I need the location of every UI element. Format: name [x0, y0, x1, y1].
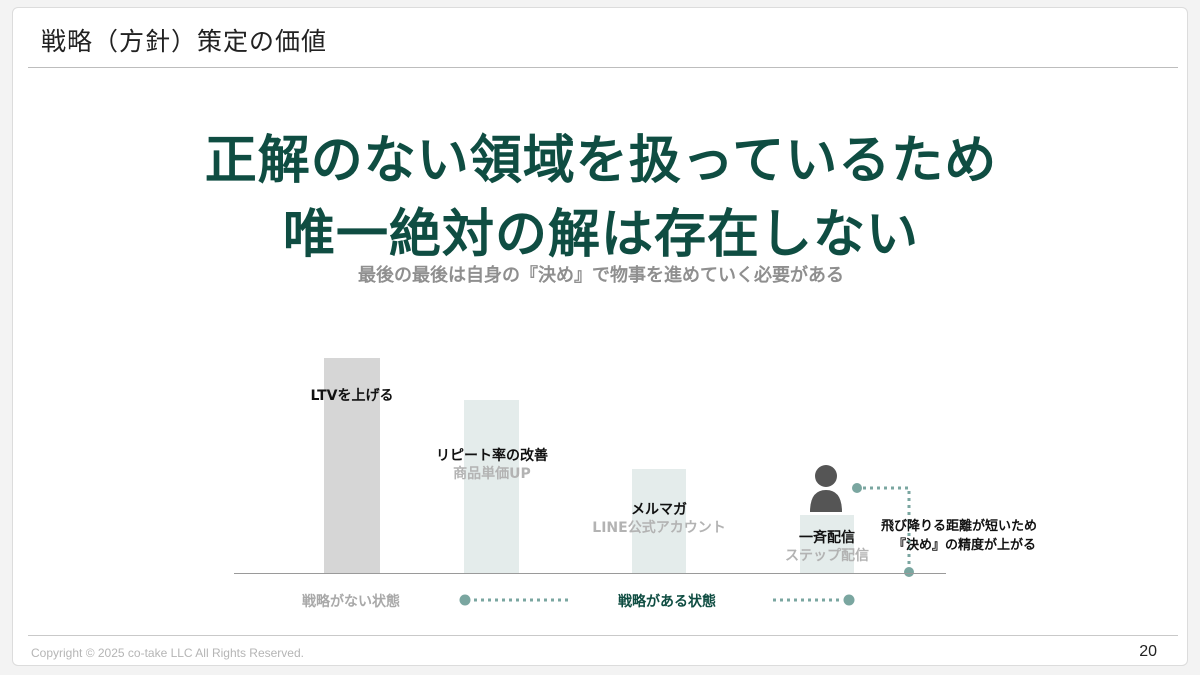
arrow-line-left: [459, 594, 568, 606]
step-1-label: LTVを上げる: [310, 388, 394, 404]
subheadline: 最後の最後は自身の『決め』で物事を進めていく必要がある: [358, 265, 844, 286]
arrow-line-right: [773, 594, 855, 606]
step-4-label: 一斉配信: [799, 530, 855, 546]
step-bar-1: [324, 358, 380, 573]
step-3-sublabel: LINE公式アカウント: [592, 520, 726, 536]
note-line-2: 『決め』の精度が上がる: [893, 538, 1037, 553]
step-bar-4: [800, 515, 854, 573]
headline-line-1: 正解のない領域を扱っているため: [204, 131, 998, 191]
step-4-sublabel: ステップ配信: [785, 548, 869, 564]
step-2-label: リピート率の改善: [436, 448, 548, 464]
step-2-sublabel: 商品単価UP: [453, 466, 531, 482]
step-bar-3: [632, 469, 686, 573]
header-divider: [28, 67, 1178, 68]
headline-line-2: 唯一絶対の解は存在しない: [282, 205, 919, 265]
jump-distance-bracket: [852, 483, 914, 577]
step-3-label: メルマガ: [631, 502, 687, 518]
axis-label-no-strategy: 戦略がない状態: [302, 594, 400, 610]
copyright: Copyright © 2025 co-take LLC All Rights …: [31, 646, 304, 660]
footer-divider: [28, 635, 1178, 636]
note-line-1: 飛び降りる距離が短いため: [881, 519, 1038, 534]
axis-label-with-strategy: 戦略がある状態: [618, 594, 716, 610]
baseline: [234, 573, 946, 574]
step-bar-2: [464, 400, 519, 573]
page-number: 20: [1139, 643, 1157, 660]
slide: 戦略（方針）策定の価値 正解のない領域を扱っているため 唯一絶対の解は存在しない…: [12, 7, 1188, 666]
slide-title: 戦略（方針）策定の価値: [41, 27, 328, 56]
person-icon: [810, 465, 842, 512]
